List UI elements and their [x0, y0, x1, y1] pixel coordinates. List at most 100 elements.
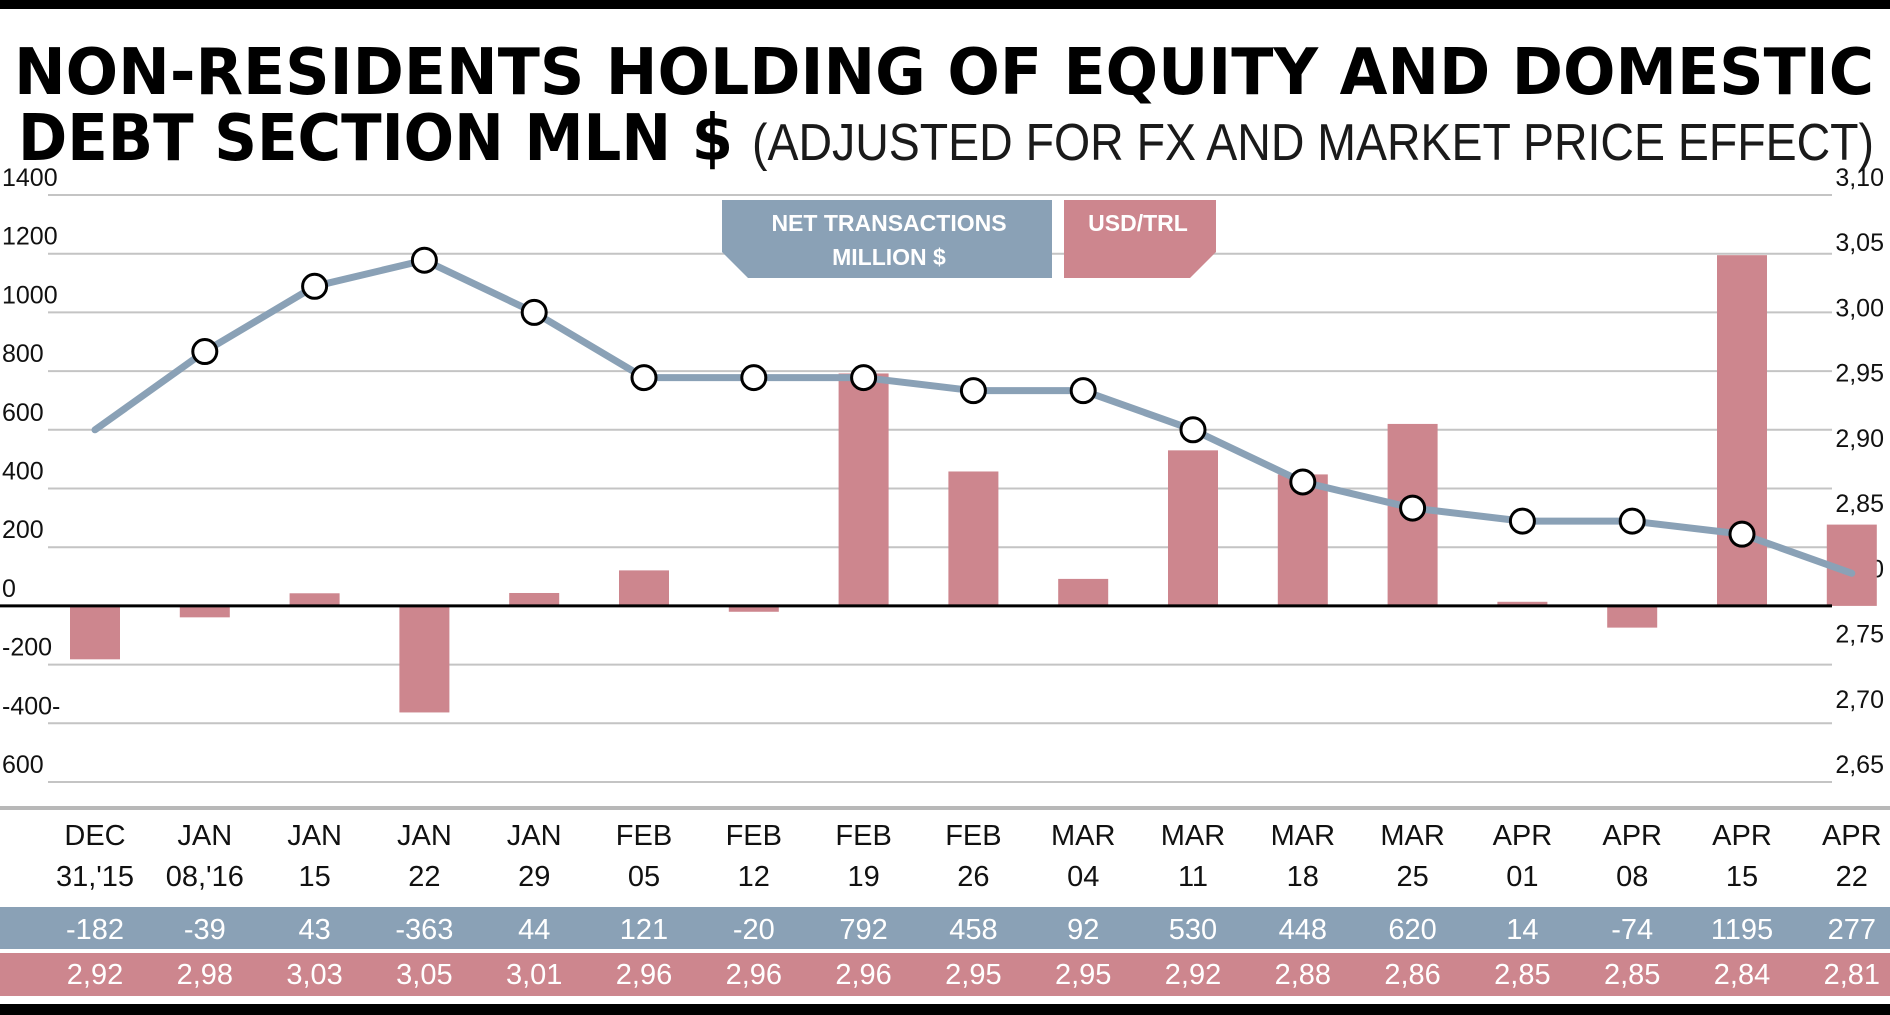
bar	[1168, 450, 1218, 606]
x-tick-label: 25	[1396, 861, 1428, 893]
bar	[1607, 605, 1658, 628]
x-tick-label: MAR	[1051, 820, 1115, 852]
bar	[399, 605, 450, 713]
bar	[179, 605, 230, 618]
x-tick-label: 08,'16	[166, 861, 244, 893]
net-transaction-value: 620	[1388, 914, 1436, 946]
usd-trl-value: 2,85	[1494, 959, 1550, 991]
legend: NET TRANSACTIONS MILLION $ USD/TRL	[722, 200, 1216, 278]
left-tick-label: 600	[2, 399, 44, 427]
x-tick-label: 05	[628, 861, 660, 893]
x-tick-label: JAN	[507, 820, 562, 852]
usd-trl-value: 2,96	[726, 959, 782, 991]
bar	[838, 373, 889, 606]
left-tick-label: -400-	[2, 692, 60, 720]
usd-trl-value: 3,05	[396, 959, 452, 991]
net-transaction-value: 43	[298, 914, 330, 946]
legend-net-transactions-box	[722, 200, 1052, 278]
x-tick-label: APR	[1493, 820, 1553, 852]
left-tick-label: 400	[2, 458, 44, 486]
x-tick-label: FEB	[945, 820, 1001, 852]
x-tick-label: 01	[1506, 861, 1538, 893]
chart-title-line2: DEBT SECTION MLN $	[18, 102, 733, 176]
left-axis-ticks: 1400 1200 1000 800 600 400 200 0 -200 -400- 600	[2, 164, 60, 779]
usd-trl-value: 2,88	[1275, 959, 1331, 991]
chart-title-line1: NON-RESIDENTS HOLDING OF EQUITY AND DOME…	[14, 36, 1874, 110]
usd-trl-value: 2,95	[1055, 959, 1111, 991]
net-transactions-values: -182 -39 43 -363 44 121 -20 792 458 92 530 448 620 14…	[66, 914, 1876, 946]
x-tick-label: 08	[1616, 861, 1648, 893]
grid-layer	[48, 194, 1832, 783]
usd-trl-value: 2,95	[945, 959, 1001, 991]
right-tick-label: 2,95	[1835, 360, 1884, 388]
bar	[70, 605, 120, 660]
right-tick-label: 2,75	[1835, 621, 1884, 649]
bar	[619, 570, 669, 606]
row-separator	[0, 949, 1890, 953]
net-transaction-value: 277	[1828, 914, 1876, 946]
x-tick-label: 15	[298, 861, 330, 893]
x-tick-label: 31,'15	[56, 861, 134, 893]
usd-trl-value: 2,92	[67, 959, 123, 991]
x-tick-label: DEC	[64, 820, 125, 852]
left-tick-label: 1000	[2, 281, 58, 309]
x-tick-label: APR	[1822, 820, 1882, 852]
x-tick-label: JAN	[287, 820, 342, 852]
net-transaction-value: 448	[1279, 914, 1327, 946]
usd-trl-point	[959, 377, 987, 405]
left-tick-label: 0	[2, 575, 16, 603]
x-axis-labels: DEC 31,'15 JAN 08,'16 JAN 15 JAN 22 JAN 29 FEB 05 FE…	[56, 820, 1882, 893]
net-transaction-value: -20	[733, 914, 775, 946]
x-tick-label: FEB	[835, 820, 891, 852]
net-transaction-value: -39	[184, 914, 226, 946]
x-tick-label: MAR	[1380, 820, 1444, 852]
right-tick-label: 2,65	[1835, 751, 1884, 779]
net-transaction-value: 530	[1169, 914, 1217, 946]
usd-trl-point	[301, 272, 329, 300]
bottom-frame-bar	[0, 1004, 1890, 1015]
legend-net-transactions-label-1: NET TRANSACTIONS	[771, 210, 1006, 236]
left-tick-label: 1400	[2, 164, 58, 192]
usd-trl-value: 2,96	[616, 959, 672, 991]
right-tick-label: 2,90	[1835, 425, 1884, 453]
usd-trl-value: 2,98	[177, 959, 233, 991]
usd-trl-point	[1399, 494, 1427, 522]
usd-trl-point	[1179, 416, 1207, 444]
bar	[1497, 601, 1548, 606]
net-transaction-value: 792	[839, 914, 887, 946]
x-tick-label: FEB	[726, 820, 782, 852]
right-axis-ticks: 3,103,053,002,952,902,852,802,752,702,65	[1835, 164, 1884, 779]
usd-trl-point	[1728, 520, 1756, 548]
bar	[1717, 255, 1767, 606]
net-transaction-value: 1195	[1711, 914, 1773, 946]
x-tick-label: MAR	[1271, 820, 1335, 852]
usd-trl-point	[630, 364, 658, 392]
net-transaction-value: 121	[620, 914, 668, 946]
bar	[728, 605, 779, 612]
x-tick-label: 29	[518, 861, 550, 893]
left-tick-label: 200	[2, 516, 44, 544]
usd-trl-point	[850, 364, 878, 392]
usd-trl-value: 2,85	[1604, 959, 1660, 991]
right-tick-label: 3,10	[1835, 164, 1884, 192]
usd-trl-point	[1069, 377, 1097, 405]
usd-trl-value: 3,01	[506, 959, 562, 991]
usd-trl-point	[1289, 468, 1317, 496]
usd-trl-value: 3,03	[286, 959, 342, 991]
x-tick-label: 19	[847, 861, 879, 893]
usd-trl-value: 2,86	[1384, 959, 1440, 991]
net-transaction-value: 44	[518, 914, 550, 946]
usd-trl-row	[0, 953, 1890, 996]
usd-trl-value: 2,84	[1714, 959, 1770, 991]
bar	[1058, 578, 1109, 606]
x-tick-label: 26	[957, 861, 989, 893]
x-tick-label: 11	[1178, 861, 1208, 893]
usd-trl-value: 2,92	[1165, 959, 1221, 991]
right-tick-label: 2,70	[1835, 686, 1884, 714]
bar	[289, 593, 340, 606]
top-frame-bar	[0, 0, 1890, 9]
x-tick-label: APR	[1712, 820, 1772, 852]
x-tick-label: 22	[408, 861, 440, 893]
x-tick-label: 15	[1726, 861, 1758, 893]
